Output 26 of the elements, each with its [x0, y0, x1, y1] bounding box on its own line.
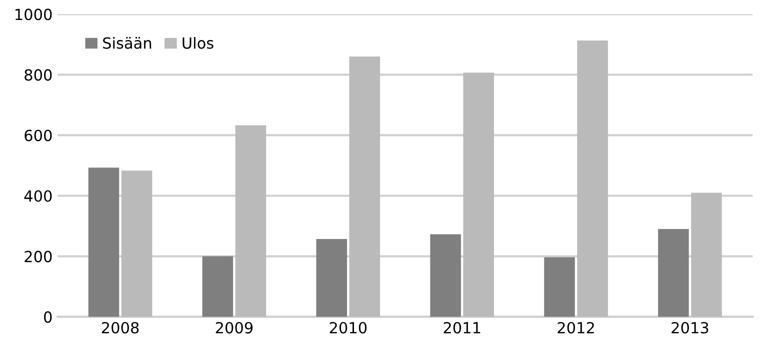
legend-label: Sisään	[103, 36, 152, 49]
bar	[463, 72, 494, 317]
bar	[430, 234, 461, 317]
y-tick-label: 600	[24, 130, 52, 142]
y-tick-label: 200	[24, 250, 52, 262]
bar	[235, 125, 266, 317]
legend-label: Ulos	[182, 36, 214, 49]
x-tick-label: 2010	[330, 322, 367, 334]
bar	[316, 239, 348, 317]
bar	[658, 229, 689, 317]
x-tick-label: 2009	[216, 322, 253, 334]
x-tick-label: 2013	[672, 322, 708, 334]
y-tick-label: 800	[24, 69, 52, 81]
bar	[544, 257, 575, 317]
x-tick-label: 2011	[444, 322, 480, 334]
bar	[691, 192, 722, 317]
x-tick-label: 2012	[558, 322, 594, 334]
bar	[88, 168, 120, 317]
y-tick-label: 1000	[16, 8, 52, 20]
bar	[577, 40, 608, 317]
y-tick-label: 400	[24, 190, 52, 202]
y-tick-label: 0	[44, 311, 52, 323]
bar	[349, 56, 380, 317]
bar	[202, 256, 234, 317]
x-tick-label: 2008	[102, 322, 139, 334]
bar	[121, 170, 152, 317]
